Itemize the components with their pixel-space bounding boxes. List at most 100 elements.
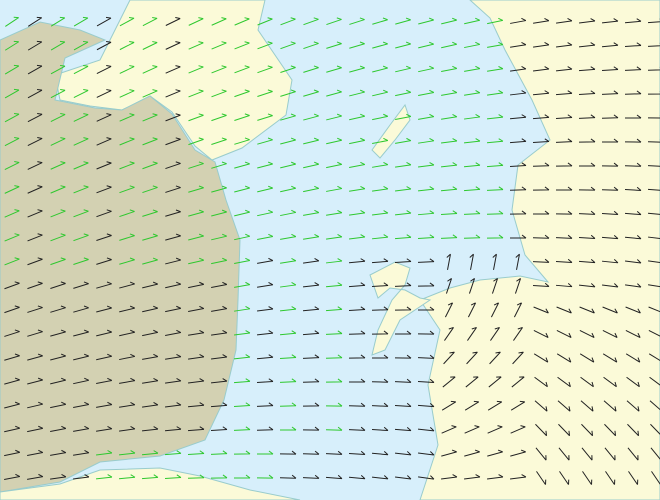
wind-barb — [372, 65, 388, 73]
wind-barb — [417, 186, 435, 192]
wind-barb — [555, 282, 573, 288]
wind-barb — [372, 89, 388, 97]
wind-barb — [27, 281, 43, 290]
wind-barb — [96, 16, 112, 27]
wind-barb — [4, 185, 20, 194]
wind-barb — [27, 353, 43, 361]
wind-barb — [604, 447, 616, 461]
wind-barb — [256, 402, 274, 407]
wind-barb — [119, 305, 135, 313]
wind-barb — [325, 378, 343, 383]
wind-barb — [394, 354, 412, 359]
wind-barb — [647, 18, 660, 24]
wind-barb — [371, 402, 389, 407]
wind-barb — [534, 400, 548, 412]
wind-barb — [4, 425, 20, 433]
wind-barb — [210, 354, 228, 360]
wind-barb — [96, 450, 113, 456]
wind-barb — [50, 40, 66, 51]
wind-barb — [349, 17, 365, 25]
wind-barb — [211, 161, 227, 169]
wind-barb — [509, 234, 527, 239]
wind-barb — [50, 449, 67, 456]
wind-barb — [417, 451, 435, 456]
wind-barb — [119, 113, 135, 122]
wind-barb — [50, 401, 67, 409]
wind-barb — [95, 474, 113, 480]
wind-barb — [536, 471, 547, 485]
wind-barb — [326, 234, 343, 240]
wind-barb — [210, 378, 228, 384]
wind-barb — [303, 41, 319, 50]
wind-barb — [326, 113, 342, 121]
wind-barb — [372, 186, 389, 192]
wind-barb — [27, 209, 43, 218]
wind-barb — [4, 305, 20, 314]
wind-barb — [581, 447, 593, 461]
wind-barb — [142, 209, 158, 217]
wind-barb — [73, 185, 89, 194]
wind-barb — [625, 353, 641, 363]
wind-barb — [96, 353, 113, 361]
wind-barb — [119, 257, 135, 265]
wind-barb — [533, 17, 550, 24]
wind-barb — [510, 66, 527, 72]
wind-barb — [601, 259, 619, 264]
wind-barb — [50, 161, 66, 170]
wind-barb — [441, 41, 458, 49]
wind-barb — [187, 378, 205, 384]
wind-barb — [555, 66, 573, 72]
wind-barb — [444, 326, 454, 341]
wind-barb — [4, 473, 21, 480]
wind-barb — [164, 426, 182, 432]
wind-barb — [96, 161, 112, 170]
wind-barb — [348, 402, 366, 407]
wind-barb — [442, 376, 456, 388]
wind-barb — [603, 376, 617, 388]
wind-barb — [234, 41, 250, 50]
wind-barb — [165, 41, 181, 50]
wind-barb — [511, 376, 525, 388]
wind-barb — [233, 426, 251, 431]
wind-barb — [256, 378, 274, 384]
wind-barb — [27, 305, 43, 313]
wind-barb — [490, 302, 500, 318]
wind-barb — [579, 353, 595, 363]
wind-barb — [302, 282, 320, 288]
wind-barb — [233, 450, 251, 455]
wind-barb — [188, 257, 204, 265]
wind-barb — [27, 401, 43, 409]
wind-barb — [188, 137, 204, 146]
wind-barb — [233, 474, 251, 479]
wind-barb — [603, 400, 617, 412]
wind-barb — [440, 234, 458, 239]
wind-barb — [513, 302, 523, 318]
wind-barb — [119, 233, 135, 241]
wind-barb — [188, 329, 205, 336]
wind-barb — [489, 351, 501, 365]
wind-barb — [395, 41, 411, 49]
wind-barb — [532, 114, 550, 120]
wind-barb — [96, 257, 112, 265]
wind-barb — [211, 330, 228, 336]
wind-barb — [464, 114, 481, 120]
wind-barb — [119, 426, 136, 432]
wind-barb — [395, 113, 412, 120]
wind-barb — [394, 402, 412, 408]
wind-barb — [27, 112, 43, 123]
wind-barb — [559, 471, 570, 485]
wind-barb — [417, 330, 435, 335]
wind-barb — [325, 258, 343, 264]
wind-barb — [371, 306, 389, 311]
wind-barb — [579, 329, 595, 339]
wind-barb — [165, 161, 181, 170]
wind-barb — [532, 138, 550, 143]
wind-barb — [647, 115, 660, 119]
wind-barb — [4, 137, 20, 147]
wind-barb — [27, 88, 43, 99]
wind-barb — [512, 351, 524, 365]
wind-barb — [303, 185, 320, 193]
wind-barb — [394, 378, 412, 383]
wind-barb — [395, 162, 412, 168]
wind-barb — [648, 260, 660, 264]
